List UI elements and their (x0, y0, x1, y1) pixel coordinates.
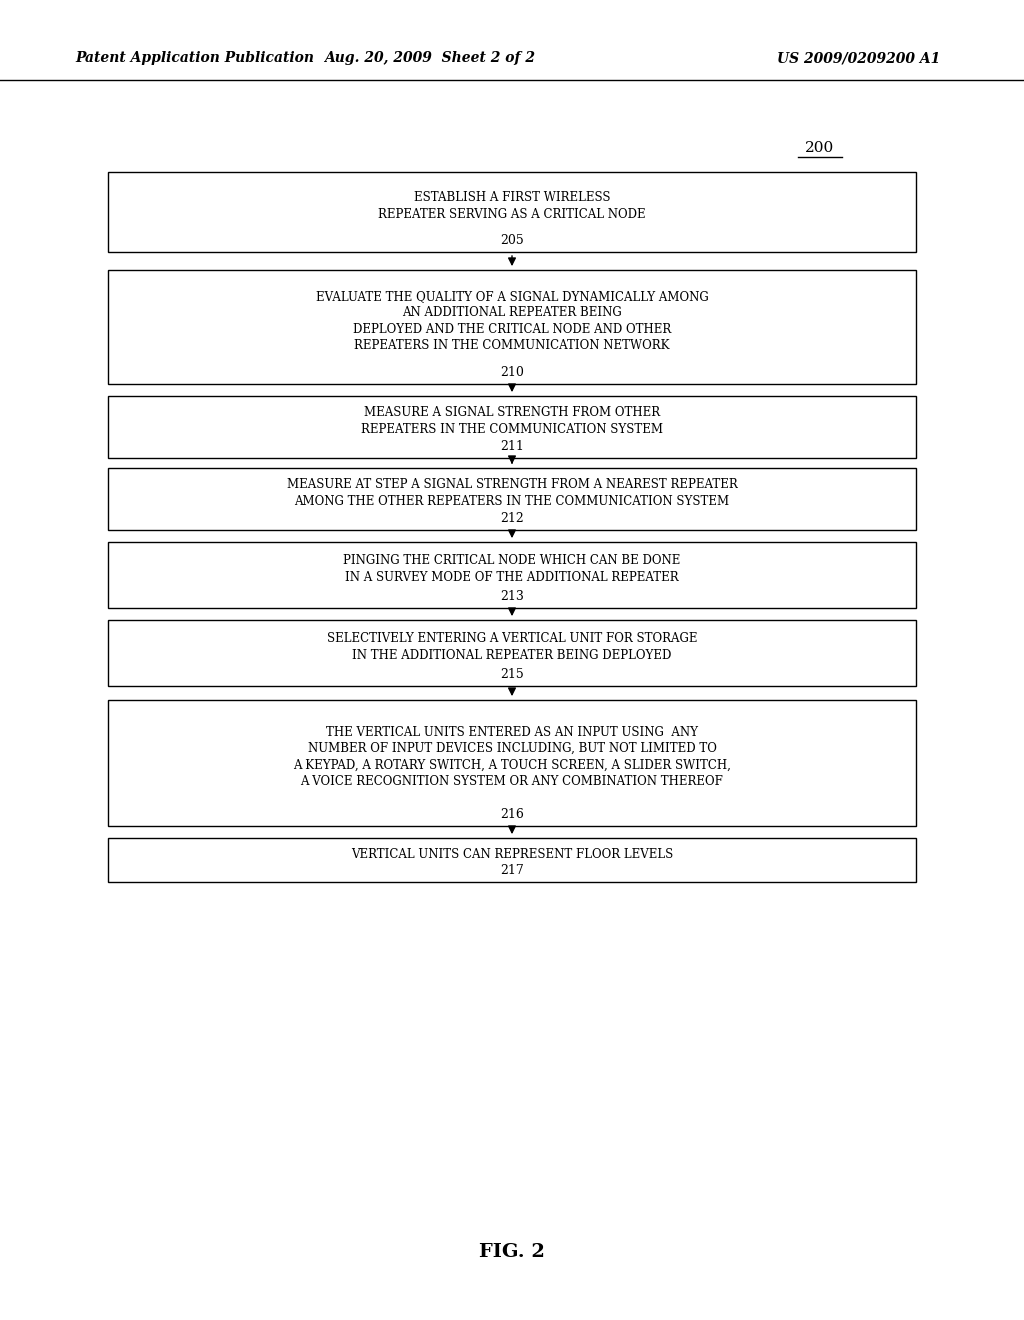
Text: THE VERTICAL UNITS ENTERED AS AN INPUT USING  ANY
NUMBER OF INPUT DEVICES INCLUD: THE VERTICAL UNITS ENTERED AS AN INPUT U… (293, 726, 731, 788)
Text: Aug. 20, 2009  Sheet 2 of 2: Aug. 20, 2009 Sheet 2 of 2 (325, 51, 536, 65)
Text: MEASURE AT STEP A SIGNAL STRENGTH FROM A NEAREST REPEATER
AMONG THE OTHER REPEAT: MEASURE AT STEP A SIGNAL STRENGTH FROM A… (287, 478, 737, 508)
Text: 211: 211 (500, 440, 524, 453)
Bar (108, 172, 916, 252)
Bar (108, 543, 916, 609)
Text: 210: 210 (500, 366, 524, 379)
Bar (108, 700, 916, 826)
Text: 217: 217 (500, 863, 524, 876)
Text: US 2009/0209200 A1: US 2009/0209200 A1 (777, 51, 940, 65)
Text: PINGING THE CRITICAL NODE WHICH CAN BE DONE
IN A SURVEY MODE OF THE ADDITIONAL R: PINGING THE CRITICAL NODE WHICH CAN BE D… (343, 554, 681, 583)
Text: 200: 200 (805, 141, 835, 154)
Bar (108, 469, 916, 531)
Bar (108, 620, 916, 686)
Bar (108, 396, 916, 458)
Text: VERTICAL UNITS CAN REPRESENT FLOOR LEVELS: VERTICAL UNITS CAN REPRESENT FLOOR LEVEL… (351, 847, 673, 861)
Bar (108, 271, 916, 384)
Text: 212: 212 (500, 511, 524, 524)
Bar (108, 838, 916, 882)
Text: SELECTIVELY ENTERING A VERTICAL UNIT FOR STORAGE
IN THE ADDITIONAL REPEATER BEIN: SELECTIVELY ENTERING A VERTICAL UNIT FOR… (327, 632, 697, 661)
Text: 215: 215 (500, 668, 524, 681)
Text: FIG. 2: FIG. 2 (479, 1243, 545, 1261)
Text: EVALUATE THE QUALITY OF A SIGNAL DYNAMICALLY AMONG
AN ADDITIONAL REPEATER BEING
: EVALUATE THE QUALITY OF A SIGNAL DYNAMIC… (315, 290, 709, 352)
Text: ESTABLISH A FIRST WIRELESS
REPEATER SERVING AS A CRITICAL NODE: ESTABLISH A FIRST WIRELESS REPEATER SERV… (378, 191, 646, 220)
Text: Patent Application Publication: Patent Application Publication (75, 51, 314, 65)
Text: 216: 216 (500, 808, 524, 821)
Text: MEASURE A SIGNAL STRENGTH FROM OTHER
REPEATERS IN THE COMMUNICATION SYSTEM: MEASURE A SIGNAL STRENGTH FROM OTHER REP… (361, 407, 663, 436)
Text: 213: 213 (500, 590, 524, 602)
Text: 205: 205 (500, 234, 524, 247)
